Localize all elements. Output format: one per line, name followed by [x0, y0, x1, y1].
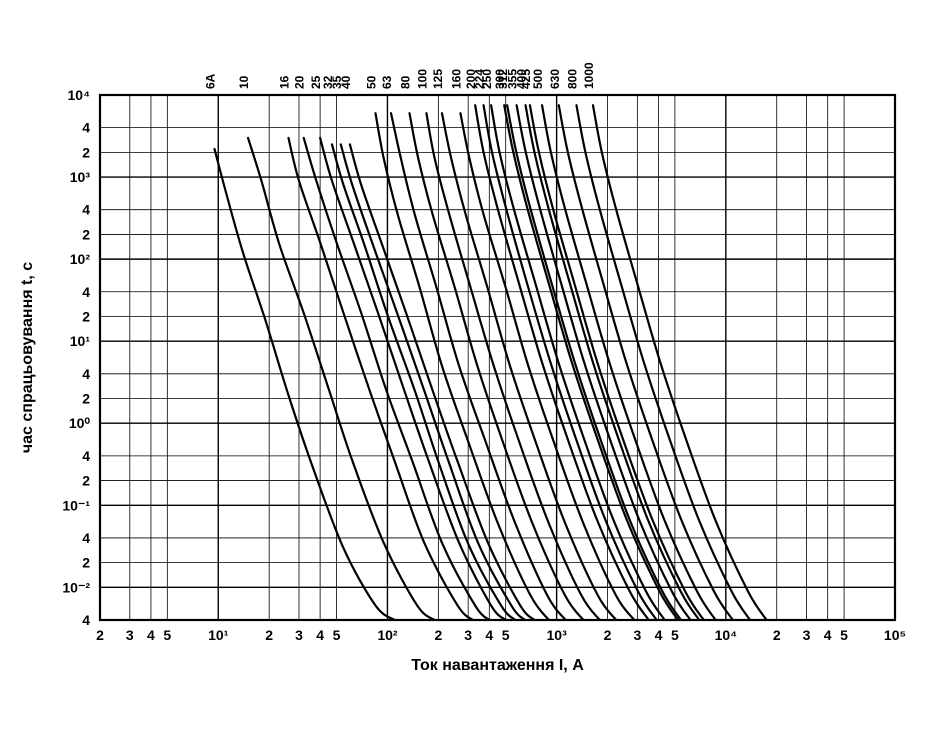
curve-32 [332, 144, 515, 620]
y-tick: 2 [82, 555, 90, 571]
x-tick: 4 [824, 627, 832, 643]
x-tick: 2 [604, 627, 612, 643]
x-tick: 3 [464, 627, 472, 643]
curve-40 [350, 144, 535, 620]
x-tick: 10¹ [208, 627, 229, 643]
series-label: 63 [380, 75, 394, 89]
x-tick: 2 [265, 627, 273, 643]
x-tick: 3 [633, 627, 641, 643]
y-tick: 2 [82, 144, 90, 160]
y-tick: 4 [82, 448, 90, 464]
y-tick: 2 [82, 473, 90, 489]
x-tick: 10³ [547, 627, 568, 643]
y-tick: 4 [82, 284, 90, 300]
series-label: 125 [431, 69, 445, 89]
series-label: 160 [449, 69, 463, 89]
series-label: 500 [531, 69, 545, 89]
series-label: 630 [548, 69, 562, 89]
y-tick: 2 [82, 226, 90, 242]
y-tick: 4 [82, 120, 90, 136]
y-tick: 10² [70, 251, 91, 267]
x-tick: 2 [773, 627, 781, 643]
x-tick: 3 [126, 627, 134, 643]
series-label: 40 [339, 75, 353, 89]
x-tick: 10² [377, 627, 398, 643]
x-tick: 4 [316, 627, 324, 643]
curve-1000 [593, 105, 767, 620]
x-tick: 2 [434, 627, 442, 643]
y-tick: 2 [82, 308, 90, 324]
series-label: 10 [237, 75, 251, 89]
x-tick: 5 [163, 627, 171, 643]
x-axis-label: Ток навантаження I, А [411, 657, 584, 674]
series-label: 80 [398, 75, 412, 89]
x-tick: 10⁵ [884, 627, 906, 643]
x-tick: 10⁴ [715, 627, 738, 643]
y-axis-label: час спрацьовування t, с [19, 262, 36, 453]
x-tick: 4 [147, 627, 155, 643]
y-tick: 10⁰ [69, 415, 91, 431]
series-label: 250 [480, 69, 494, 89]
y-tick: 2 [82, 391, 90, 407]
y-tick: 4 [82, 202, 90, 218]
x-tick: 4 [655, 627, 663, 643]
x-tick: 4 [485, 627, 493, 643]
series-label: 50 [365, 75, 379, 89]
x-tick: 5 [840, 627, 848, 643]
x-tick: 3 [803, 627, 811, 643]
y-tick: 10⁻¹ [62, 497, 90, 513]
y-tick: 10⁻² [62, 579, 90, 595]
x-tick: 3 [295, 627, 303, 643]
series-label: 1000 [582, 62, 596, 89]
series-label: 16 [277, 75, 291, 89]
curve-500 [542, 105, 716, 620]
y-tick: 10¹ [70, 333, 91, 349]
series-label: 20 [293, 75, 307, 89]
x-tick: 2 [96, 627, 104, 643]
y-tick: 10³ [70, 169, 91, 185]
x-tick: 5 [502, 627, 510, 643]
y-tick: 4 [82, 612, 90, 628]
chart-svg: 6A10162025323540506380100125160200224250… [0, 0, 930, 730]
chart-container: 6A10162025323540506380100125160200224250… [0, 0, 930, 730]
x-tick: 5 [671, 627, 679, 643]
y-tick: 10⁴ [68, 87, 91, 103]
y-tick: 4 [82, 530, 90, 546]
series-label: 800 [565, 69, 579, 89]
y-tick: 4 [82, 366, 90, 382]
series-label: 6A [203, 73, 217, 89]
x-tick: 5 [333, 627, 341, 643]
series-label: 100 [415, 69, 429, 89]
